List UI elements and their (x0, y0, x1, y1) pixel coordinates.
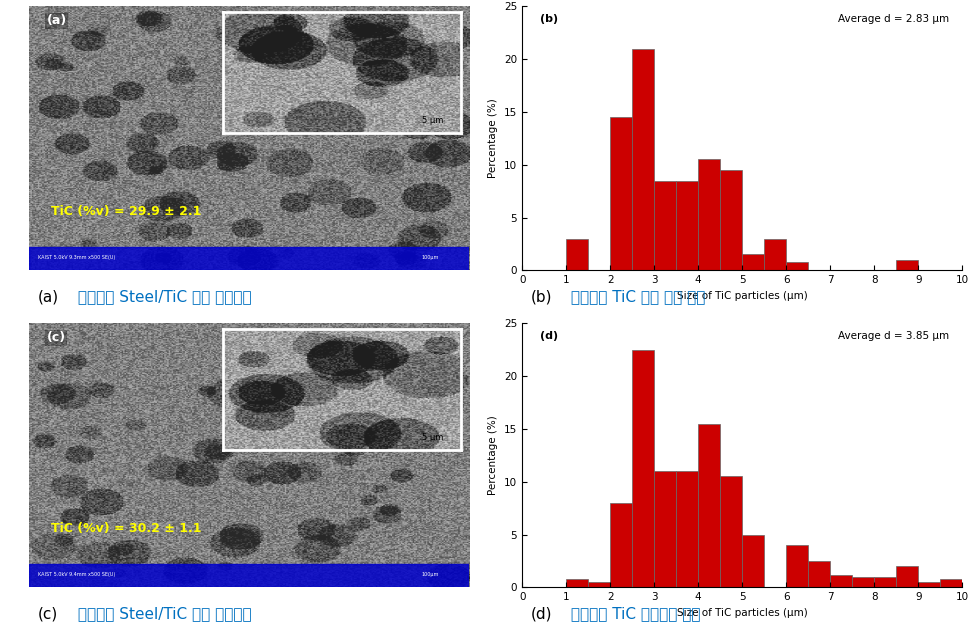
Text: (a): (a) (47, 14, 67, 27)
Bar (786, 262, 809, 271)
Text: 고상소결 Steel/TiC 소재 미세조직: 고상소결 Steel/TiC 소재 미세조직 (73, 606, 252, 622)
Bar (896, 260, 919, 271)
Y-axis label: Percentage (%): Percentage (%) (489, 415, 499, 495)
Bar (610, 117, 632, 271)
Bar (610, 503, 632, 587)
Text: 100μm: 100μm (421, 572, 438, 577)
Bar (677, 471, 698, 587)
Bar (940, 579, 962, 587)
X-axis label: Size of TiC particles (μm): Size of TiC particles (μm) (677, 608, 808, 618)
Y-axis label: Percentage (%): Percentage (%) (489, 98, 499, 178)
Text: Average d = 2.83 μm: Average d = 2.83 μm (838, 14, 949, 24)
Bar (698, 159, 720, 271)
Text: (c): (c) (38, 606, 58, 622)
Text: 반응소결 TiC 입자 크기 분포: 반응소결 TiC 입자 크기 분포 (566, 290, 706, 304)
Bar (852, 577, 874, 587)
Bar (588, 582, 610, 587)
Text: 고상소결 TiC 입자크기 분포: 고상소결 TiC 입자크기 분포 (566, 606, 701, 622)
Bar (566, 579, 588, 587)
Bar (809, 561, 830, 587)
Bar (830, 575, 852, 587)
Text: (c): (c) (47, 331, 66, 344)
Text: 100μm: 100μm (421, 255, 438, 260)
Bar (632, 350, 654, 587)
Text: KAIST 5.0kV 9.4mm x500 SE(U): KAIST 5.0kV 9.4mm x500 SE(U) (38, 572, 116, 577)
Text: Average d = 3.85 μm: Average d = 3.85 μm (838, 331, 949, 341)
Text: (d): (d) (539, 331, 558, 341)
Bar (743, 255, 764, 271)
Bar (720, 476, 743, 587)
Bar (919, 582, 940, 587)
Text: (d): (d) (531, 606, 552, 622)
Bar (29, 246, 469, 271)
Text: (a): (a) (38, 290, 59, 304)
Bar (566, 239, 588, 271)
Bar (29, 564, 469, 587)
Text: TiC (%v) = 29.9 ± 2.1: TiC (%v) = 29.9 ± 2.1 (52, 204, 201, 218)
Bar (698, 424, 720, 587)
Bar (743, 535, 764, 587)
Text: TiC (%v) = 30.2 ± 1.1: TiC (%v) = 30.2 ± 1.1 (52, 521, 201, 535)
Bar (720, 170, 743, 271)
Text: KAIST 5.0kV 9.3mm x500 SE(U): KAIST 5.0kV 9.3mm x500 SE(U) (38, 255, 116, 260)
X-axis label: Size of TiC particles (μm): Size of TiC particles (μm) (677, 291, 808, 301)
Bar (654, 471, 677, 587)
Bar (786, 545, 809, 587)
Bar (654, 180, 677, 271)
Bar (896, 566, 919, 587)
Bar (764, 239, 786, 271)
Bar (874, 577, 896, 587)
Bar (677, 180, 698, 271)
Bar (632, 49, 654, 271)
Text: (b): (b) (539, 14, 558, 24)
Text: 반응소결 Steel/TiC 소재 미세조직: 반응소결 Steel/TiC 소재 미세조직 (73, 290, 252, 304)
Text: (b): (b) (531, 290, 552, 304)
